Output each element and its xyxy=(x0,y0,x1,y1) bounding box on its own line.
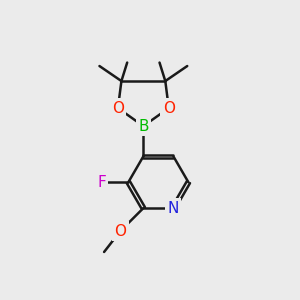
Text: O: O xyxy=(163,100,175,116)
Text: O: O xyxy=(112,100,124,116)
Text: O: O xyxy=(114,224,126,239)
Text: B: B xyxy=(138,118,148,134)
Text: F: F xyxy=(98,175,106,190)
Text: N: N xyxy=(168,201,179,216)
